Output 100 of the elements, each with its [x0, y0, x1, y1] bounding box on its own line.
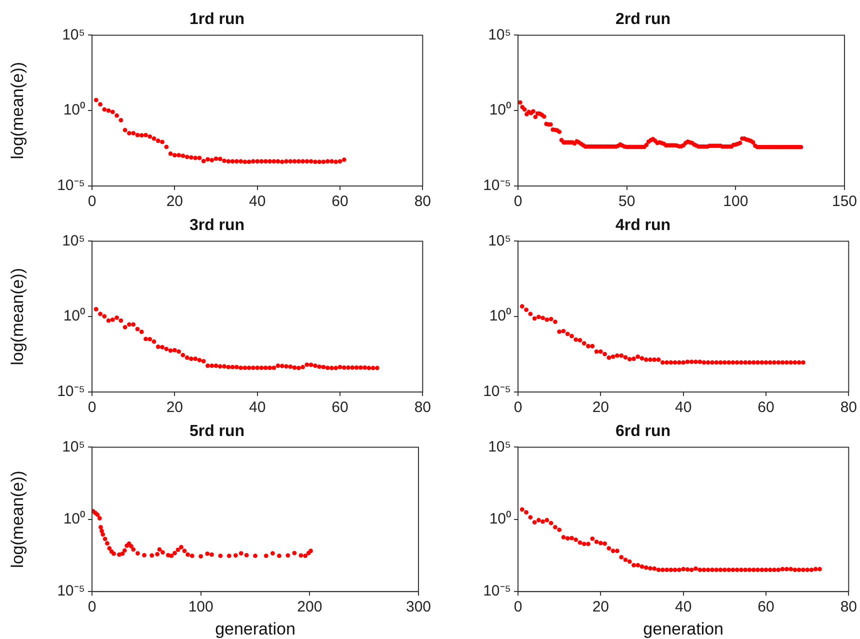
x-axis-title: generation	[215, 619, 296, 638]
point	[128, 544, 134, 548]
x-tick-label: 20	[592, 598, 610, 616]
x-tick-label: 0	[88, 399, 96, 416]
x-tick-label: 60	[332, 193, 348, 210]
y-axis-title: log(mean(e))	[8, 62, 27, 160]
x-tick-label: 200	[297, 598, 322, 616]
point	[105, 541, 110, 546]
point	[142, 553, 146, 558]
point	[102, 536, 108, 542]
y-tick-label: 10⁰	[489, 102, 511, 119]
x-tick-label: 80	[414, 399, 431, 416]
x-tick-label: 80	[840, 598, 857, 616]
point	[97, 516, 102, 520]
x-tick-label: 0	[514, 193, 522, 210]
x-tick-label: 40	[674, 399, 692, 416]
x-tick-label: 60	[758, 399, 774, 416]
x-tick-label: 100	[188, 598, 214, 616]
point	[226, 554, 232, 558]
y-tick-label: 10⁵	[488, 232, 511, 250]
y-tick-label: 10⁻⁵	[57, 582, 85, 600]
x-tick-label: 20	[166, 193, 184, 210]
point	[98, 524, 103, 530]
x-axis-title: generation	[643, 619, 724, 638]
point	[286, 553, 290, 558]
point	[100, 532, 106, 537]
chart-title: 6rd run	[615, 423, 671, 440]
x-tick-label: 0	[88, 193, 96, 210]
x-tick-label: 40	[674, 598, 692, 616]
point	[157, 547, 162, 552]
x-tick-label: 100	[723, 193, 748, 210]
y-axis-title: log(mean(e))	[8, 470, 27, 568]
y-tick-label: 10⁰	[489, 308, 511, 325]
y-tick-label: 10⁵	[488, 26, 511, 44]
point	[190, 554, 194, 558]
point	[276, 554, 282, 558]
y-tick-label: 10⁰	[63, 102, 85, 119]
x-tick-label: 300	[406, 598, 431, 616]
point	[100, 528, 104, 534]
y-tick-label: 10⁻⁵	[483, 582, 511, 600]
x-tick-label: 80	[414, 193, 431, 210]
x-tick-label: 40	[248, 399, 266, 416]
point	[186, 552, 190, 557]
point	[155, 552, 160, 556]
point	[210, 552, 214, 557]
y-tick-label: 10⁵	[62, 438, 85, 456]
x-tick-label: 20	[166, 399, 184, 416]
point	[198, 554, 204, 558]
chart-title: 1rd run	[189, 11, 245, 28]
point	[253, 554, 258, 558]
y-tick-label: 10⁻⁵	[57, 383, 85, 400]
point	[172, 550, 177, 556]
y-tick-label: 10⁵	[488, 438, 511, 456]
x-tick-label: 20	[592, 399, 610, 416]
x-tick-label: 80	[840, 399, 857, 416]
point	[218, 554, 223, 558]
y-tick-label: 10⁻⁵	[483, 177, 511, 194]
point	[107, 546, 112, 550]
x-tick-label: 40	[248, 193, 266, 210]
point	[95, 512, 100, 517]
point	[176, 548, 180, 552]
chart-title: 3rd run	[189, 217, 245, 234]
point	[244, 553, 249, 558]
y-tick-label: 10⁰	[489, 510, 511, 528]
y-tick-label: 10⁰	[63, 308, 85, 325]
y-tick-label: 10⁵	[62, 232, 85, 250]
y-tick-label: 10⁵	[62, 26, 85, 44]
point	[238, 551, 244, 556]
point	[270, 551, 275, 556]
y-tick-label: 10⁰	[63, 510, 85, 528]
point	[136, 551, 140, 556]
point	[264, 554, 268, 558]
x-tick-label: 0	[88, 598, 96, 616]
point	[122, 548, 127, 553]
point	[303, 554, 308, 558]
point	[298, 553, 304, 558]
x-tick-label: 0	[514, 598, 522, 616]
y-tick-label: 10⁻⁵	[483, 383, 511, 400]
x-tick-label: 50	[618, 193, 636, 210]
point	[120, 552, 125, 556]
point	[131, 547, 136, 552]
point	[182, 548, 187, 554]
x-tick-label: 0	[514, 399, 522, 416]
point	[233, 553, 238, 558]
point	[179, 544, 184, 550]
point	[169, 554, 174, 558]
x-tick-label: 60	[332, 399, 348, 416]
chart-title: 2rd run	[615, 11, 671, 28]
y-axis-title: log(mean(e))	[8, 268, 27, 366]
chart-title: 5rd run	[189, 423, 245, 440]
chart-title: 4rd run	[615, 217, 671, 234]
point	[205, 552, 210, 556]
point	[160, 550, 165, 555]
point	[292, 550, 297, 556]
point	[112, 552, 116, 556]
point	[150, 553, 154, 558]
y-tick-label: 10⁻⁵	[57, 177, 85, 194]
point	[308, 548, 313, 554]
x-tick-label: 60	[758, 598, 774, 616]
x-tick-label: 150	[832, 193, 857, 210]
